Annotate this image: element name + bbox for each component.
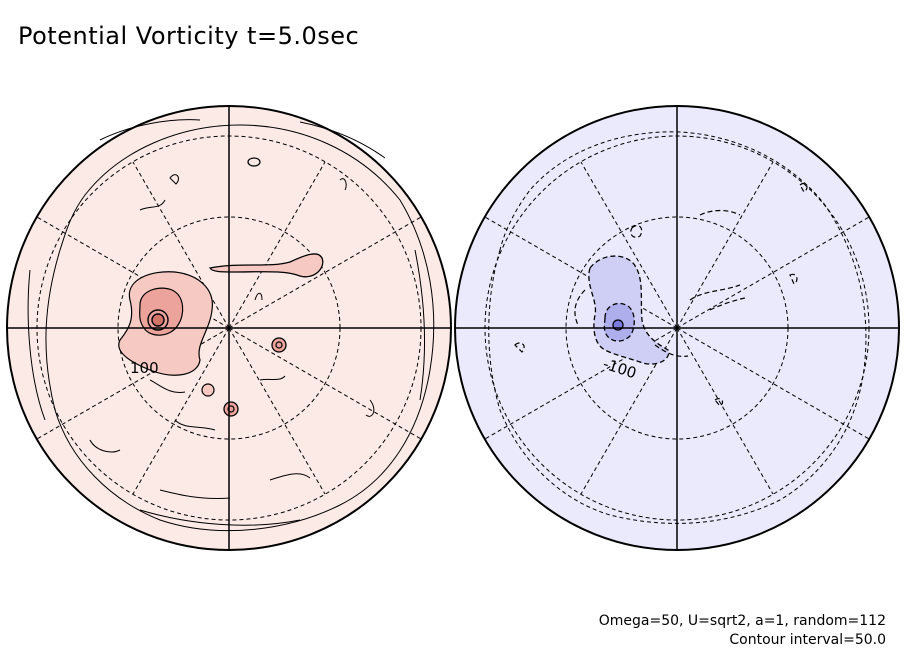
left-vortex-streamer (209, 253, 324, 278)
left-small-vortex-b-core (227, 405, 235, 413)
left-vortex-shade-inner (139, 287, 184, 336)
left-vortex-core (151, 313, 165, 327)
left-edge-contour-2 (27, 119, 426, 526)
left-hemisphere-plot: 100 (6, 105, 452, 551)
left-small-vortex-a (271, 337, 287, 353)
right-hemisphere-plot: -100 (454, 105, 900, 551)
left-small-vortex-b (223, 401, 239, 417)
footer-contour-interval: Contour interval=50.0 (729, 632, 886, 648)
right-hemisphere-outline (454, 105, 900, 551)
plot-title: Potential Vorticity t=5.0sec (18, 22, 360, 50)
left-vortex-core-ring (147, 309, 169, 331)
left-hemisphere-outline (6, 105, 452, 551)
left-small-vortex-a-core (275, 341, 283, 349)
right-contour-fragments (514, 182, 808, 407)
left-edge-contour (45, 124, 435, 532)
left-contour-fragments (89, 174, 375, 499)
left-contour-label: 100 (130, 359, 159, 377)
left-small-vortex-d (247, 157, 261, 167)
left-small-vortex-c (201, 383, 215, 397)
footer-parameters: Omega=50, U=sqrt2, a=1, random=112 (598, 613, 886, 629)
